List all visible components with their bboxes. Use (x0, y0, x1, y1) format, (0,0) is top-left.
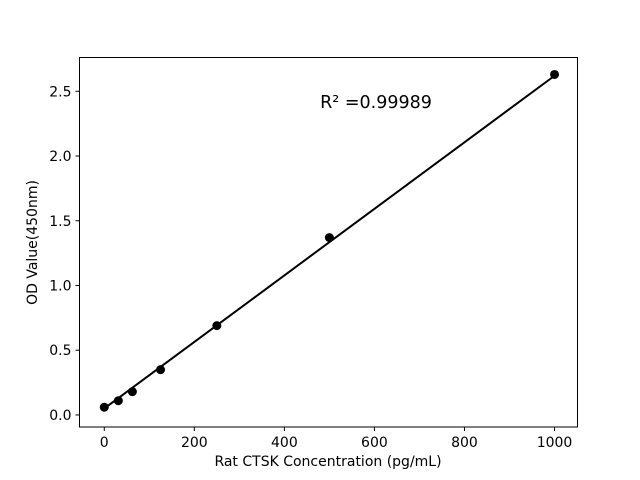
x-tick-label: 600 (361, 435, 388, 451)
data-layer (99, 69, 560, 412)
r-squared-annotation: R² =0.99989 (320, 93, 432, 113)
y-tick-label: 2.5 (49, 84, 71, 100)
y-tick-label: 1.5 (49, 214, 71, 230)
data-point (99, 402, 109, 412)
data-point (550, 69, 560, 79)
x-tick-label: 200 (181, 435, 208, 451)
fit-line (103, 74, 556, 410)
axes-layer: 0 200 400 600 800 1000 0.0 0.5 1.0 1.5 2.0 2.5 (49, 57, 578, 451)
y-tick-label: 0.5 (49, 343, 71, 359)
data-point (127, 387, 137, 397)
y-tick-label: 2.0 (49, 149, 71, 165)
data-point (156, 365, 166, 375)
y-tick-label: 0.0 (49, 408, 71, 424)
y-tick-label: 1.0 (49, 278, 71, 294)
plot-border (79, 57, 578, 428)
data-point (212, 321, 222, 331)
data-point (113, 396, 123, 406)
x-tick-label: 1000 (537, 435, 573, 451)
x-tick-label: 400 (271, 435, 298, 451)
y-axis-label: OD Value(450nm) (25, 180, 41, 305)
data-point (324, 233, 334, 243)
x-tick-label: 0 (100, 435, 109, 451)
x-tick-label: 800 (451, 435, 478, 451)
x-axis-label: Rat CTSK Concentration (pg/mL) (214, 454, 441, 470)
